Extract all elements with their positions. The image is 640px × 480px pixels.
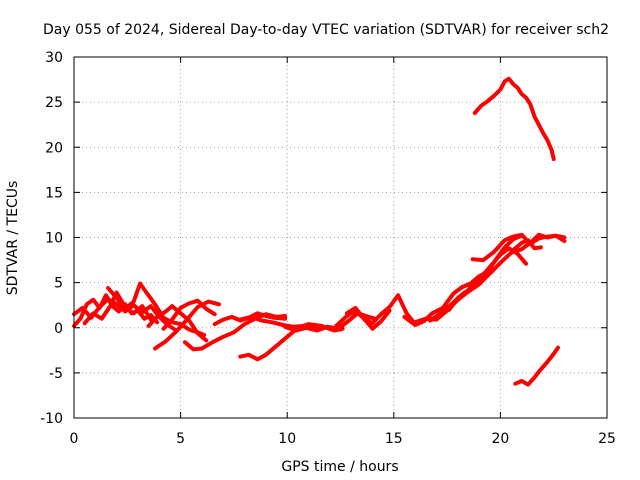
x-tick-label: 5 <box>176 431 185 447</box>
x-tick-labels: 0 5 10 15 20 25 <box>70 431 616 447</box>
series-arc-1 <box>72 293 160 328</box>
series-arc-13 <box>334 293 418 328</box>
y-tick-label: 20 <box>45 140 63 156</box>
series-arc-15 <box>402 233 524 327</box>
y-tick-label: 0 <box>54 321 63 337</box>
y-tick-label: 25 <box>45 95 63 111</box>
x-tick-label: 15 <box>385 431 403 447</box>
chart-title: Day 055 of 2024, Sidereal Day-to-day VTE… <box>43 22 609 38</box>
y-tick-label: -10 <box>40 411 63 427</box>
y-tick-label: 10 <box>45 231 63 247</box>
x-tick-label: 20 <box>491 431 509 447</box>
y-tick-labels: -10 -5 0 5 10 15 20 25 30 <box>40 50 63 427</box>
grid-lines <box>74 57 607 418</box>
series-arc-21 <box>472 76 556 161</box>
series-arc-4 <box>106 281 207 337</box>
series-arc-20 <box>511 238 543 253</box>
plot-frame <box>73 56 608 419</box>
series-arc-7 <box>146 304 209 343</box>
series-arc-6 <box>161 298 217 331</box>
y-axis-label: SDTVAR / TECUs <box>5 181 21 296</box>
x-tick-label: 10 <box>278 431 296 447</box>
series-arc-14 <box>344 305 392 331</box>
x-tick-label: 0 <box>70 431 79 447</box>
y-tick-label: -5 <box>49 366 63 382</box>
y-tick-label: 15 <box>45 185 63 201</box>
x-tick-label: 25 <box>598 431 616 447</box>
series-layer <box>72 76 567 387</box>
series-arc-19 <box>470 232 567 263</box>
y-tick-label: 30 <box>45 50 63 66</box>
series-arc-3 <box>82 290 153 326</box>
y-tick-label: 5 <box>54 276 63 292</box>
axis-ticks <box>73 56 608 419</box>
series-arc-22 <box>513 345 560 387</box>
x-axis-label: GPS time / hours <box>281 459 398 475</box>
